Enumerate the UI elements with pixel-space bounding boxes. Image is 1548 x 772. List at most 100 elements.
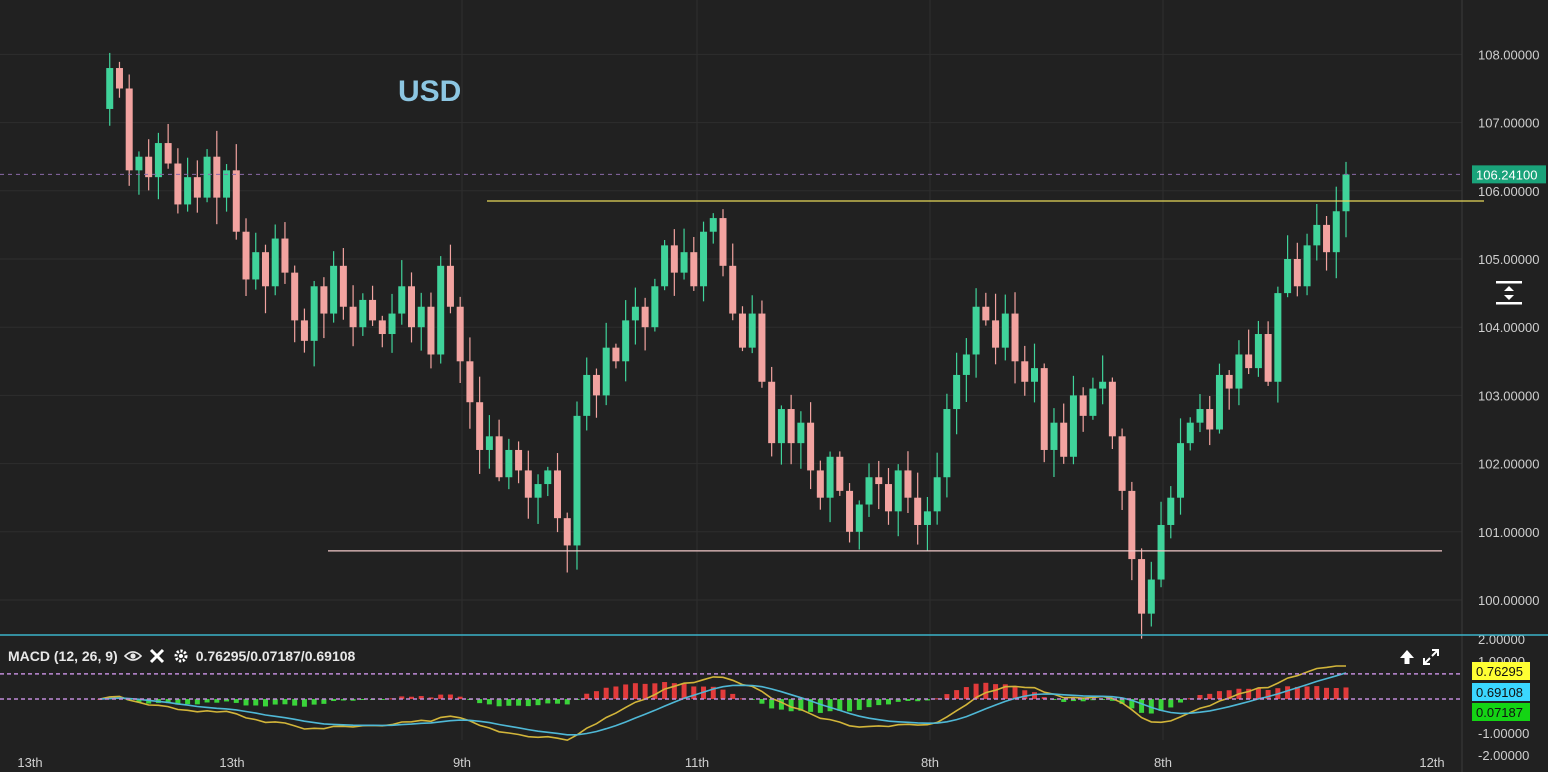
macd-histogram-bar bbox=[603, 687, 609, 699]
candle-body bbox=[184, 177, 192, 205]
macd-histogram-bar bbox=[671, 683, 677, 699]
macd-histogram-bar bbox=[1158, 699, 1164, 711]
macd-histogram-bar bbox=[438, 694, 444, 699]
macd-header: MACD (12, 26, 9) 0.76295/0.07187/0.69108 bbox=[8, 648, 355, 664]
candle-body bbox=[1099, 381, 1107, 389]
macd-histogram-bar bbox=[983, 682, 989, 699]
candle-body bbox=[982, 306, 990, 321]
macd-values: 0.76295/0.07187/0.69108 bbox=[195, 648, 356, 664]
candle-body bbox=[777, 409, 785, 444]
close-icon[interactable] bbox=[148, 648, 166, 664]
candle-body bbox=[1108, 381, 1116, 437]
vertical-zoom-icon[interactable] bbox=[1492, 278, 1526, 308]
signal-line bbox=[99, 672, 1347, 736]
candle-body bbox=[476, 402, 484, 450]
candle-body bbox=[661, 245, 669, 287]
macd-histogram-bar bbox=[301, 699, 307, 707]
macd-histogram-bar bbox=[496, 699, 502, 707]
macd-histogram-bar bbox=[1255, 688, 1261, 699]
time-tick-label: 9th bbox=[453, 755, 471, 770]
candle-body bbox=[359, 299, 367, 328]
candle-body bbox=[1040, 368, 1048, 450]
gear-icon[interactable] bbox=[172, 648, 190, 664]
candle-body bbox=[943, 409, 951, 478]
price-tick-label: 108.00000 bbox=[1478, 47, 1539, 62]
macd-histogram-bar bbox=[555, 699, 561, 704]
price-tick-label: 101.00000 bbox=[1478, 525, 1539, 540]
candle-body bbox=[154, 143, 162, 178]
macd-histogram-bar bbox=[1178, 699, 1184, 703]
candle-body bbox=[417, 306, 425, 328]
macd-histogram-bar bbox=[1148, 699, 1154, 714]
candle-body bbox=[583, 374, 591, 416]
candle-body bbox=[223, 170, 231, 198]
macd-histogram-bar bbox=[876, 699, 882, 706]
candle-body bbox=[690, 252, 698, 287]
candle-body bbox=[1264, 334, 1272, 382]
macd-tick-label: -1.00000 bbox=[1478, 726, 1529, 741]
macd-histogram-bar bbox=[837, 699, 843, 711]
macd-histogram-bar bbox=[185, 699, 191, 705]
price-tick-label: 107.00000 bbox=[1478, 116, 1539, 131]
candle-body bbox=[1021, 361, 1029, 382]
macd-histogram-bar bbox=[905, 699, 911, 701]
candle-body bbox=[1001, 313, 1009, 348]
grid-lines bbox=[0, 0, 1463, 772]
candle-body bbox=[281, 238, 289, 273]
candle-body bbox=[339, 265, 347, 307]
macd-histogram-bar bbox=[963, 687, 969, 699]
candle-body bbox=[193, 177, 201, 198]
macd-histogram-bar bbox=[1168, 699, 1174, 708]
macd-histogram-bar bbox=[1304, 686, 1310, 699]
macd-histogram-bar bbox=[866, 699, 872, 708]
macd-histogram-bar bbox=[224, 699, 230, 702]
candle-body bbox=[787, 409, 795, 444]
macd-histogram-bar bbox=[1002, 684, 1008, 699]
last-price-tag-label: 106.24100 bbox=[1476, 167, 1537, 182]
candle-body bbox=[456, 306, 464, 362]
macd-value-tag-label: 0.76295 bbox=[1476, 664, 1523, 679]
candle-body bbox=[388, 313, 396, 335]
candle-body bbox=[466, 361, 474, 403]
expand-icon[interactable] bbox=[1422, 648, 1440, 666]
candle-body bbox=[1118, 436, 1126, 491]
macd-histogram-bar bbox=[584, 693, 590, 699]
candle-body bbox=[894, 470, 902, 512]
candle-body bbox=[145, 156, 153, 178]
macd-histogram-bar bbox=[379, 699, 385, 700]
candle-body bbox=[203, 156, 211, 198]
candle-body bbox=[816, 470, 824, 498]
arrow-up-icon[interactable] bbox=[1398, 648, 1416, 666]
eye-icon[interactable] bbox=[123, 648, 142, 664]
candle-body bbox=[846, 490, 854, 532]
candle-body bbox=[495, 436, 503, 478]
candle-body bbox=[1060, 422, 1068, 457]
candle-body bbox=[592, 374, 600, 396]
macd-histogram-bar bbox=[1285, 686, 1291, 699]
macd-histogram-bar bbox=[525, 699, 531, 707]
macd-histogram-bar bbox=[769, 699, 775, 709]
time-tick-label: 12th bbox=[1419, 755, 1444, 770]
candle-body bbox=[1167, 497, 1175, 525]
macd-value-tag bbox=[1472, 662, 1530, 680]
candle-body bbox=[125, 88, 133, 171]
macd-histogram-bar bbox=[1061, 699, 1067, 702]
candle-body bbox=[875, 477, 883, 485]
macd-histogram-bar bbox=[516, 699, 522, 706]
candle-body bbox=[1254, 334, 1262, 369]
candle-body bbox=[485, 436, 493, 450]
macd-histogram-bar bbox=[146, 699, 152, 704]
candle-body bbox=[758, 313, 766, 382]
candle-body bbox=[378, 320, 386, 335]
indicator-lines bbox=[99, 665, 1347, 742]
candle-body bbox=[700, 231, 708, 287]
candle-body bbox=[534, 484, 542, 498]
macd-value-tag bbox=[1472, 703, 1530, 721]
price-tick-label: 104.00000 bbox=[1478, 320, 1539, 335]
macd-histogram-bar bbox=[778, 699, 784, 710]
macd-histogram-bar bbox=[915, 699, 921, 702]
candle-body bbox=[369, 299, 377, 321]
macd-line bbox=[99, 665, 1346, 742]
candle-body bbox=[505, 449, 513, 478]
